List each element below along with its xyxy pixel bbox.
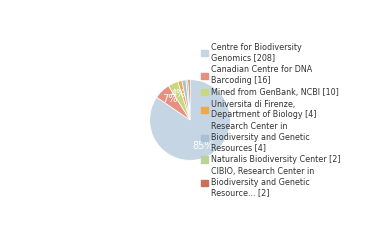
Wedge shape [168,82,190,120]
Wedge shape [150,80,230,160]
Wedge shape [157,86,190,120]
Legend: Centre for Biodiversity
Genomics [208], Canadian Centre for DNA
Barcoding [16], : Centre for Biodiversity Genomics [208], … [201,43,340,197]
Text: 4%: 4% [170,89,185,99]
Wedge shape [182,80,190,120]
Wedge shape [186,80,190,120]
Wedge shape [188,80,190,120]
Text: 7%: 7% [162,94,177,104]
Wedge shape [178,80,190,120]
Text: 85%: 85% [193,141,214,151]
